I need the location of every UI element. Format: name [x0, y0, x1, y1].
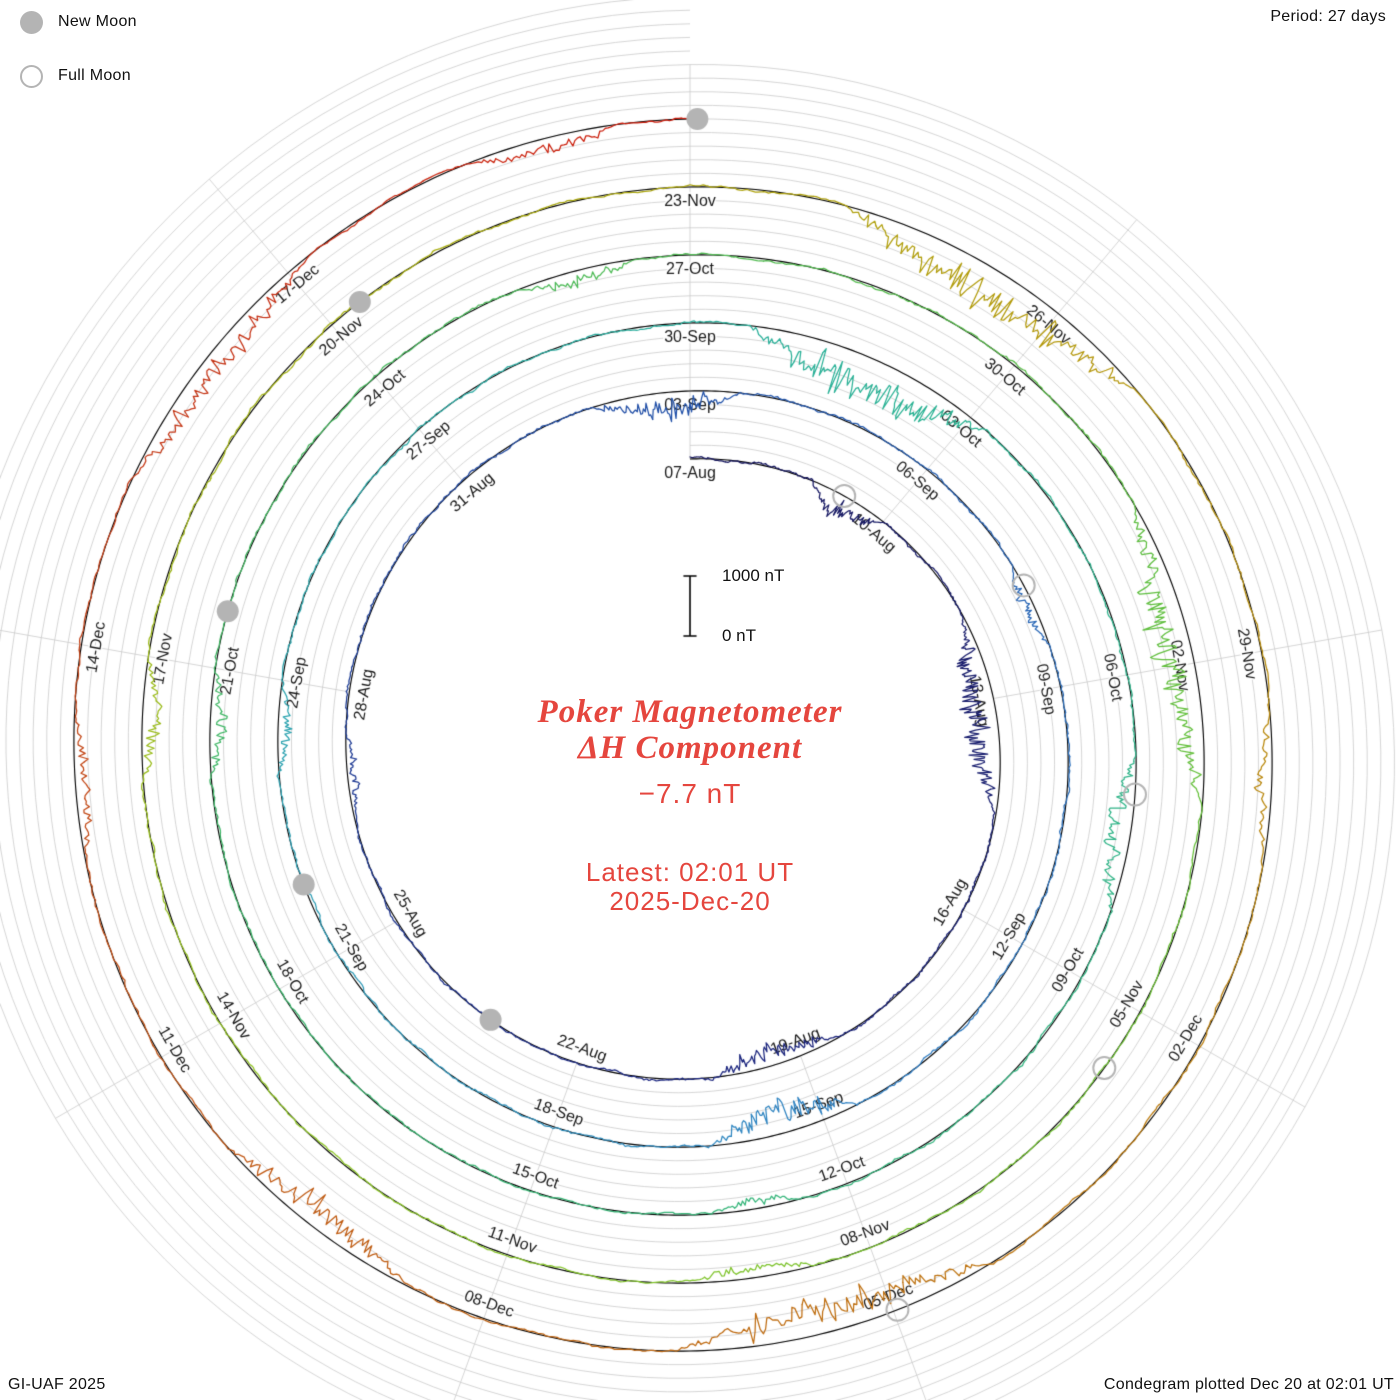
condegram-page: { "legend": {"new_moon_label": "New Moon… [0, 0, 1400, 1400]
condegram-spiral-chart [0, 0, 1400, 1400]
